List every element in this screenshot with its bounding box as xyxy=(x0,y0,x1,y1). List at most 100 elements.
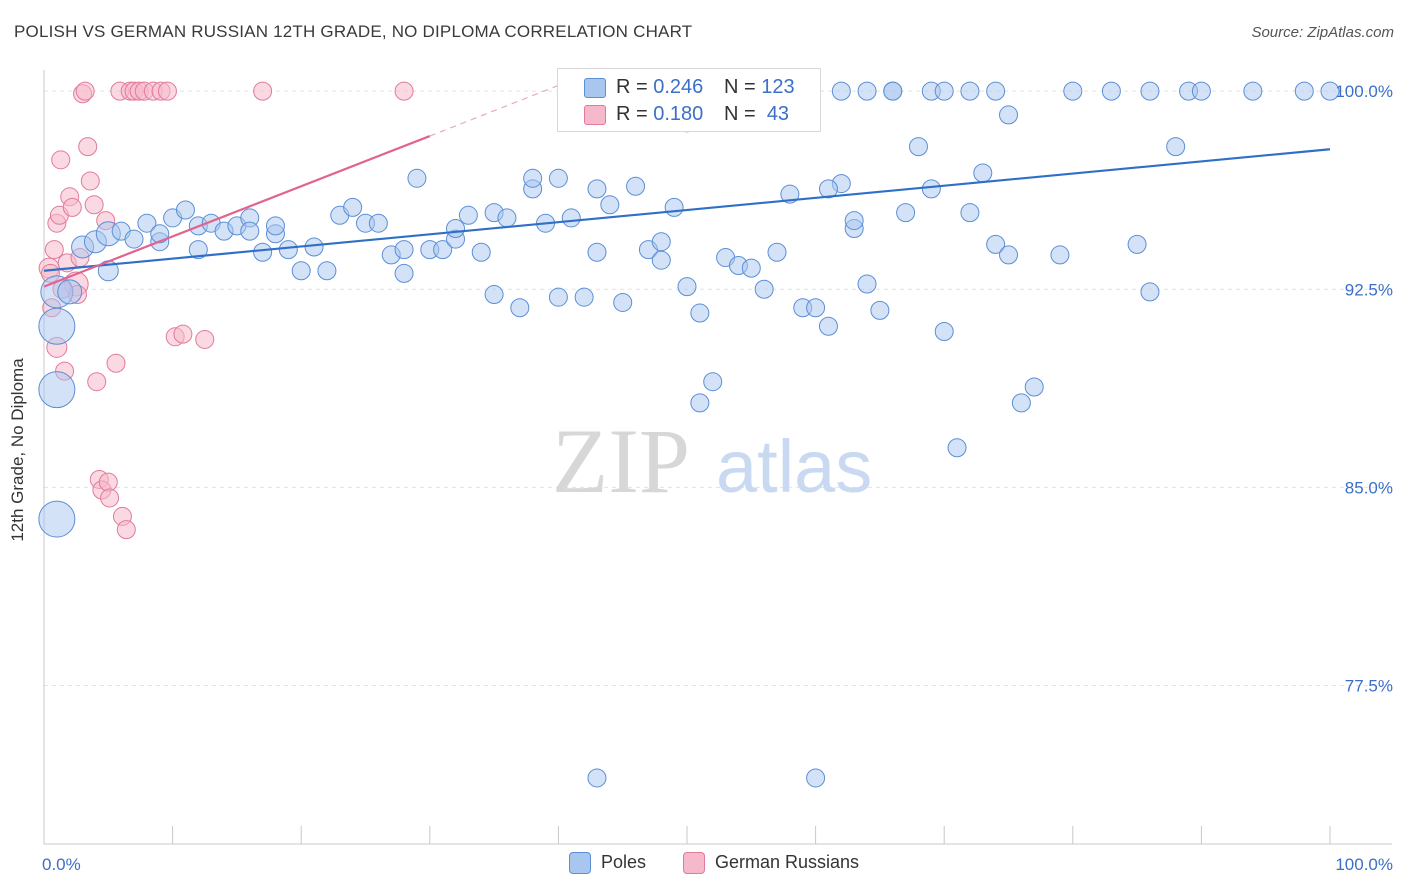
poles-point-124 xyxy=(1140,282,1160,302)
bottom-legend-german-russians: German Russians xyxy=(683,852,860,875)
poles-point-83 xyxy=(921,179,941,199)
poles-point-119 xyxy=(1320,81,1340,101)
x-tick-label-1: 100.0% xyxy=(1335,855,1393,874)
poles-legend-label: Poles xyxy=(601,852,647,872)
poles-point-65 xyxy=(690,303,710,323)
poles-point-27 xyxy=(291,261,311,281)
german-russians-point-40 xyxy=(253,81,273,101)
german-russians-point-19 xyxy=(84,195,104,215)
poles-point-71 xyxy=(780,184,800,204)
poles-point-120 xyxy=(999,105,1018,125)
german-russians-point-7 xyxy=(51,150,71,170)
poles-point-74 xyxy=(818,316,838,336)
german-russians-swatch xyxy=(584,105,606,125)
poles-swatch xyxy=(584,78,606,98)
poles-point-59 xyxy=(626,176,646,196)
poles-point-46 xyxy=(497,208,517,228)
poles-point-52 xyxy=(548,287,568,307)
y-tick-label-2: 92.5% xyxy=(1345,280,1393,299)
poles-point-23 xyxy=(253,242,273,262)
poles-r: R = 0.246 xyxy=(616,76,704,98)
legend-row-german-russians: R = 0.180 N = 43 xyxy=(558,102,820,128)
german-russians-point-11 xyxy=(62,197,82,217)
poles-point-70 xyxy=(767,242,787,262)
poles-point-87 xyxy=(973,163,993,183)
watermark-zip: ZIP xyxy=(552,410,690,512)
poles-n: N = 123 xyxy=(724,76,795,98)
poles-point-125 xyxy=(587,768,607,788)
poles-point-54 xyxy=(574,287,594,307)
poles-point-45 xyxy=(484,285,504,305)
poles-point-57 xyxy=(600,195,620,215)
german-russians-point-24 xyxy=(98,472,118,492)
poles-point-56 xyxy=(587,242,607,262)
poles-point-111 xyxy=(986,81,1006,101)
poles-point-16 xyxy=(188,240,208,260)
poles-point-73 xyxy=(806,298,826,318)
german-russians-point-39 xyxy=(195,329,215,349)
poles-point-58 xyxy=(613,292,633,312)
poles-point-63 xyxy=(664,197,684,217)
poles-point-110 xyxy=(960,81,980,101)
poles-point-43 xyxy=(471,242,491,262)
poles-point-31 xyxy=(343,197,363,217)
y-tick-label-1: 85.0% xyxy=(1345,478,1393,497)
poles-point-49 xyxy=(523,168,543,188)
poles-point-88 xyxy=(986,234,1006,254)
y-tick-label-0: 77.5% xyxy=(1345,677,1393,696)
poles-point-37 xyxy=(407,168,427,188)
poles-point-112 xyxy=(1063,81,1083,101)
poles-point-39 xyxy=(433,240,453,260)
poles-point-2 xyxy=(38,371,76,409)
poles-point-13 xyxy=(150,224,170,244)
german-russians-points xyxy=(38,81,414,540)
poles-point-26 xyxy=(278,240,298,260)
poles-point-36 xyxy=(394,240,414,260)
poles-point-64 xyxy=(677,277,697,297)
chart-title: POLISH VS GERMAN RUSSIAN 12TH GRADE, NO … xyxy=(14,22,693,41)
y-tick-label-3: 100.0% xyxy=(1335,82,1393,101)
german-russians-trend-line xyxy=(43,135,431,288)
poles-point-42 xyxy=(458,205,478,225)
poles-point-127 xyxy=(1050,245,1070,265)
poles-point-3 xyxy=(38,500,76,538)
poles-point-114 xyxy=(1140,81,1160,101)
german-russians-n: N = 43 xyxy=(724,103,790,125)
poles-point-105 xyxy=(831,81,851,101)
german-russians-point-41 xyxy=(394,81,414,101)
trend-lines xyxy=(43,74,1331,288)
poles-point-78 xyxy=(857,274,877,294)
poles-legend-swatch xyxy=(569,852,591,875)
poles-point-82 xyxy=(908,137,928,157)
poles-point-62 xyxy=(651,250,671,270)
poles-point-53 xyxy=(561,208,581,228)
poles-point-28 xyxy=(304,237,324,257)
german-russians-trend-extension xyxy=(429,74,585,137)
german-russians-point-18 xyxy=(80,171,100,191)
bottom-legend-poles: Poles xyxy=(569,852,647,875)
poles-trend-line xyxy=(43,148,1331,272)
german-russians-point-16 xyxy=(75,81,95,101)
poles-point-86 xyxy=(960,203,980,223)
poles-point-79 xyxy=(870,300,890,320)
poles-points xyxy=(38,81,1340,788)
german-russians-point-26 xyxy=(106,353,126,373)
poles-point-113 xyxy=(1101,81,1121,101)
poles-point-90 xyxy=(1011,393,1031,413)
german-russians-legend-label: German Russians xyxy=(715,852,860,872)
poles-point-117 xyxy=(1243,81,1263,101)
poles-point-85 xyxy=(947,438,967,458)
german-russians-point-20 xyxy=(87,372,107,392)
poles-point-4 xyxy=(57,279,83,305)
poles-point-29 xyxy=(317,261,337,281)
watermark-atlas: atlas xyxy=(716,425,872,508)
axes xyxy=(43,70,1392,845)
german-russians-point-29 xyxy=(116,520,136,540)
poles-point-10 xyxy=(124,229,144,249)
poles-point-77 xyxy=(844,211,864,231)
german-russians-point-36 xyxy=(157,81,177,101)
poles-point-109 xyxy=(934,81,954,101)
poles-point-41 xyxy=(446,218,466,238)
poles-point-92 xyxy=(703,372,723,392)
